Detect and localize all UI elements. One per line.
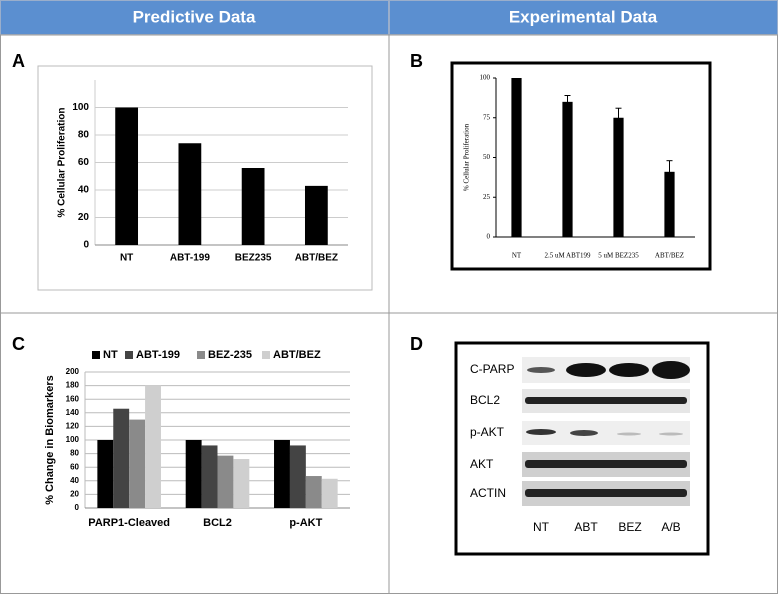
y-tick-label: 80 (70, 449, 79, 458)
chart-frame (37, 65, 373, 291)
chart-frame (450, 61, 712, 271)
y-tick-label: 60 (78, 157, 90, 168)
x-tick-label: 5 uM BEZ235 (598, 252, 639, 260)
panel-label: D (410, 334, 423, 354)
bar (185, 440, 202, 508)
legend-swatch (92, 351, 100, 359)
legend-swatch (262, 351, 270, 359)
legend-label: BEZ-235 (208, 349, 252, 361)
header-cell (0, 0, 389, 35)
y-tick-label: 180 (66, 381, 80, 390)
bar (178, 143, 202, 245)
y-tick-label: 0 (487, 233, 491, 241)
y-tick-label: 20 (78, 212, 90, 223)
blot-row-label: BCL2 (470, 393, 500, 407)
x-tick-label: ABT/BEZ (295, 253, 338, 264)
legend-swatch (125, 351, 133, 359)
header-title: Experimental Data (509, 7, 658, 26)
header-title: Predictive Data (133, 7, 256, 26)
blot-frame (454, 341, 710, 556)
x-tick-label: BCL2 (203, 517, 232, 529)
y-tick-label: 200 (66, 367, 80, 376)
x-tick-label: BEZ235 (235, 253, 272, 264)
bar (305, 476, 322, 508)
y-tick-label: 0 (75, 503, 80, 512)
bar (511, 78, 522, 237)
bar (97, 440, 114, 508)
blot-lane-label: BEZ (618, 520, 641, 534)
legend-label: ABT/BEZ (273, 349, 321, 361)
y-tick-label: 100 (66, 435, 80, 444)
y-tick-label: 25 (483, 193, 491, 201)
bar (129, 419, 146, 508)
bar (217, 455, 234, 508)
x-tick-label: ABT/BEZ (655, 252, 684, 260)
y-tick-label: 100 (480, 74, 491, 82)
bar (115, 107, 139, 245)
blot-lane-label: NT (533, 520, 550, 534)
bar (241, 168, 265, 245)
x-tick-label: NT (512, 252, 522, 260)
blot-row-label: ACTIN (470, 486, 506, 500)
y-tick-label: 0 (83, 240, 89, 251)
x-tick-label: ABT-199 (170, 253, 210, 264)
blot-row-label: C-PARP (470, 362, 514, 376)
y-tick-label: 100 (72, 102, 89, 113)
legend-swatch (197, 351, 205, 359)
bar (233, 459, 250, 508)
y-tick-label: 40 (78, 185, 90, 196)
x-tick-label: p-AKT (289, 517, 322, 529)
bar (145, 385, 161, 508)
y-tick-label: 75 (483, 113, 491, 121)
bar (274, 440, 290, 508)
x-tick-label: NT (120, 253, 133, 264)
bar (289, 445, 306, 508)
y-tick-label: 120 (66, 422, 80, 431)
bar (613, 117, 624, 237)
bar (321, 478, 338, 508)
legend-label: ABT-199 (136, 349, 180, 361)
bar (201, 445, 218, 508)
header-cell (389, 0, 778, 35)
y-tick-label: 140 (66, 408, 80, 417)
blot-lane-label: ABT (574, 520, 598, 534)
bar (113, 408, 130, 508)
blot-row-label: p-AKT (470, 425, 505, 439)
panel-label: A (12, 51, 25, 71)
x-tick-label: 2.5 uM ABT199 (544, 252, 591, 260)
y-axis-label: % Cellular Proliferation (57, 107, 68, 217)
bar (664, 171, 675, 237)
panel-label: B (410, 51, 423, 71)
x-tick-label: PARP1-Cleaved (88, 517, 170, 529)
blot-lane-label: A/B (661, 520, 680, 534)
y-tick-label: 80 (78, 130, 90, 141)
blot-row-label: AKT (470, 457, 494, 471)
y-tick-label: 160 (66, 394, 80, 403)
panel-label: C (12, 334, 25, 354)
y-tick-label: 50 (483, 153, 491, 161)
y-tick-label: 40 (70, 476, 79, 485)
bar (304, 185, 328, 245)
blot-image (522, 357, 690, 506)
legend-label: NT (103, 349, 118, 361)
y-tick-label: 60 (70, 462, 79, 471)
y-axis-label: % Cellular Proliferation (463, 123, 471, 191)
y-tick-label: 20 (70, 490, 79, 499)
y-axis-label: % Change in Biomarkers (44, 375, 56, 505)
bar (562, 101, 573, 237)
